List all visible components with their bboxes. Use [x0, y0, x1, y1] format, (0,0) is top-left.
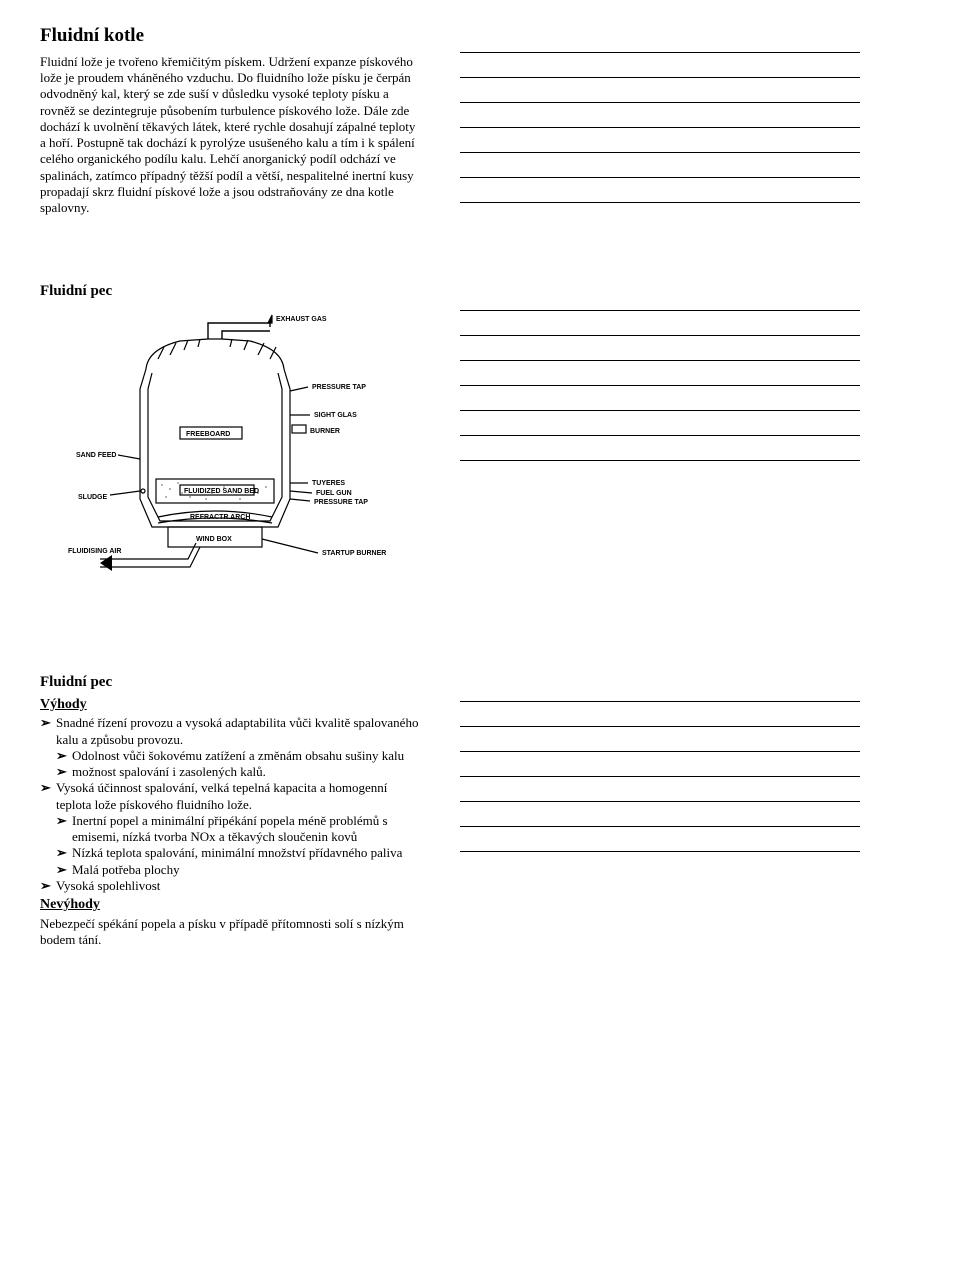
advantage-text: Odolnost vůči šokovému zatížení a změnám…: [72, 748, 404, 764]
slide3-notes-lines: [460, 663, 860, 950]
label-sludge: SLUDGE: [78, 494, 108, 501]
ruled-line: [460, 336, 860, 361]
ruled-line: [460, 28, 860, 53]
advantage-text: Nízká teplota spalování, minimální množs…: [72, 845, 402, 861]
label-refractr-arch: REFRACTR ARCH: [190, 514, 250, 521]
ruled-line: [460, 436, 860, 461]
label-sand-feed: SAND FEED: [76, 452, 116, 459]
triangle-bullet-icon: ➢: [56, 813, 72, 829]
advantage-item: ➢ Nízká teplota spalování, minimální mno…: [40, 845, 420, 861]
ruled-line: [460, 286, 860, 311]
advantage-item: ➢ Snadné řízení provozu a vysoká adaptab…: [40, 715, 420, 748]
slide1-left: Fluidní kotle Fluidní lože je tvořeno kř…: [40, 14, 460, 218]
label-exhaust-gas: EXHAUST GAS: [276, 316, 327, 323]
advantage-text: Snadné řízení provozu a vysoká adaptabil…: [56, 715, 420, 748]
furnace-svg: EXHAUST GAS PRESSURE TAP SIGHT GLAS BURN…: [40, 309, 400, 609]
slide2-notes-lines: [460, 272, 860, 609]
ruled-line: [460, 827, 860, 852]
disadvantages-text: Nebezpečí spékání popela a písku v přípa…: [40, 916, 420, 949]
label-startup-burner: STARTUP BURNER: [322, 550, 386, 557]
slide-fluidni-pec-diagram: Fluidní pec: [0, 258, 960, 649]
fluidized-bed-furnace-diagram: EXHAUST GAS PRESSURE TAP SIGHT GLAS BURN…: [40, 309, 400, 609]
ruled-line: [460, 702, 860, 727]
advantage-item: ➢ Vysoká účinnost spalování, velká tepel…: [40, 780, 420, 813]
ruled-line: [460, 361, 860, 386]
advantage-item: ➢ Malá potřeba plochy: [40, 862, 420, 878]
triangle-bullet-icon: ➢: [56, 764, 72, 780]
disadvantages-heading: Nevýhody: [40, 896, 420, 914]
advantage-text: možnost spalování i zasolených kalů.: [72, 764, 266, 780]
advantage-item: ➢ Inertní popel a minimální připékání po…: [40, 813, 420, 846]
triangle-bullet-icon: ➢: [40, 715, 56, 731]
ruled-line: [460, 103, 860, 128]
label-wind-box: WIND BOX: [196, 536, 232, 543]
advantage-text: Vysoká spolehlivost: [56, 878, 160, 894]
triangle-bullet-icon: ➢: [56, 862, 72, 878]
advantages-heading: Výhody: [40, 696, 420, 714]
ruled-line: [460, 777, 860, 802]
label-freeboard: FREEBOARD: [186, 431, 230, 438]
ruled-line: [460, 153, 860, 178]
slide3-title: Fluidní pec: [40, 673, 420, 692]
ruled-line: [460, 752, 860, 777]
slide3-left: Fluidní pec Výhody ➢ Snadné řízení provo…: [40, 663, 460, 950]
advantage-text: Inertní popel a minimální připékání pope…: [72, 813, 420, 846]
ruled-line: [460, 802, 860, 827]
triangle-bullet-icon: ➢: [56, 845, 72, 861]
label-pressure-tap-top: PRESSURE TAP: [312, 384, 366, 391]
label-pressure-tap-bot: PRESSURE TAP: [314, 499, 368, 506]
label-sight-glas: SIGHT GLAS: [314, 412, 357, 419]
label-fluidized-sand-bed: FLUIDIZED SAND BED: [184, 488, 259, 495]
ruled-line: [460, 128, 860, 153]
slide1-notes-lines: [460, 14, 860, 218]
triangle-bullet-icon: ➢: [40, 780, 56, 796]
advantage-text: Malá potřeba plochy: [72, 862, 180, 878]
slide-fluidni-pec-vyhody: Fluidní pec Výhody ➢ Snadné řízení provo…: [0, 649, 960, 990]
slide-fluidni-kotle: Fluidní kotle Fluidní lože je tvořeno kř…: [0, 0, 960, 258]
ruled-line: [460, 178, 860, 203]
advantage-text: Vysoká účinnost spalování, velká tepelná…: [56, 780, 420, 813]
slide1-body: Fluidní lože je tvořeno křemičitým píske…: [40, 54, 420, 217]
triangle-bullet-icon: ➢: [56, 748, 72, 764]
label-tuyeres: TUYERES: [312, 480, 345, 487]
ruled-line: [460, 411, 860, 436]
ruled-line: [460, 53, 860, 78]
label-fluidising-air: FLUIDISING AIR: [68, 548, 121, 555]
label-fuel-gun: FUEL GUN: [316, 490, 352, 497]
ruled-line: [460, 677, 860, 702]
ruled-line: [460, 311, 860, 336]
advantage-item: ➢ možnost spalování i zasolených kalů.: [40, 764, 420, 780]
ruled-line: [460, 386, 860, 411]
label-burner: BURNER: [310, 428, 340, 435]
advantage-item: ➢ Vysoká spolehlivost: [40, 878, 420, 894]
ruled-line: [460, 78, 860, 103]
ruled-line: [460, 727, 860, 752]
slide2-left: Fluidní pec: [40, 272, 460, 609]
slide1-title: Fluidní kotle: [40, 24, 420, 48]
slide2-title: Fluidní pec: [40, 282, 420, 301]
advantage-item: ➢ Odolnost vůči šokovému zatížení a změn…: [40, 748, 420, 764]
triangle-bullet-icon: ➢: [40, 878, 56, 894]
